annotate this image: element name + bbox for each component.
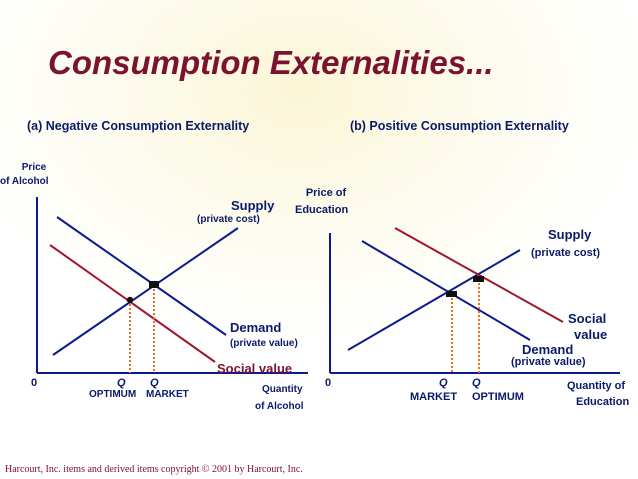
panel-b-y-axis-label-price-of: Price of xyxy=(305,187,347,199)
panel-b-graph xyxy=(329,227,620,374)
panel-a-market-point xyxy=(149,281,159,288)
panel-b-supply-line xyxy=(347,249,521,351)
panel-a-title: (a) Negative Consumption Externality xyxy=(27,119,250,133)
panel-a-graph xyxy=(36,197,308,374)
panel-a-supply-label: Supply xyxy=(231,198,275,213)
panel-a-q-optimum-label: Q xyxy=(117,377,126,389)
panel-a-q-market-label: Q xyxy=(150,377,159,389)
panel-a-y-axis-label-price: Price xyxy=(21,162,47,173)
slide-title: Consumption Externalities... xyxy=(48,44,494,81)
panel-a-x-axis-label-of-alcohol: of Alcohol xyxy=(255,401,304,412)
panel-b-origin-label: 0 xyxy=(325,377,332,389)
panel-b-demand-label: Demand xyxy=(522,342,574,357)
copyright-footer: Harcourt, Inc. items and derived items c… xyxy=(5,464,303,475)
panel-b-x-axis-label-quantity-of: Quantity of xyxy=(567,380,626,392)
panel-a-supply-sublabel: (private cost) xyxy=(197,214,260,225)
panel-b-demand-line xyxy=(361,240,531,341)
panel-b-optimum-point xyxy=(473,276,484,282)
panel-a-x-axis-label-quantity: Quantity xyxy=(262,384,303,395)
panel-a-optimum-label: OPTIMUM xyxy=(89,389,137,400)
panel-a-social-value-line xyxy=(49,244,216,363)
panel-b-supply-label: Supply xyxy=(548,227,592,242)
panel-b-supply-sublabel: (private cost) xyxy=(531,247,601,259)
panel-b-demand-sublabel: (private value) xyxy=(511,356,586,368)
panel-a-y-axis-label-of-alcohol: of Alcohol xyxy=(0,176,49,187)
panel-b-q-market-label: Q xyxy=(439,377,448,389)
panel-a-optimum-point xyxy=(126,296,134,304)
panel-a-demand-sublabel: (private value) xyxy=(230,338,298,349)
panel-b-market-label: MARKET xyxy=(410,391,458,403)
panel-a-social-value-label: Social value xyxy=(217,361,293,376)
panel-a-demand-line xyxy=(56,216,227,336)
panel-b-q-optimum-label: Q xyxy=(472,377,481,389)
panel-a-market-label: MARKET xyxy=(146,389,189,400)
panel-a-supply-line xyxy=(52,227,239,356)
panel-a-origin-label: 0 xyxy=(31,377,38,389)
panel-b-social-value-label-value: value xyxy=(574,327,608,342)
panel-b-x-axis-label-education: Education xyxy=(576,396,630,408)
panel-b-social-value-line xyxy=(394,227,564,323)
panel-b-title: (b) Positive Consumption Externality xyxy=(350,119,569,133)
panel-b-market-point xyxy=(446,291,457,297)
panel-b-optimum-label: OPTIMUM xyxy=(472,391,524,403)
panel-b-y-axis-label-education: Education xyxy=(295,204,349,216)
panel-b-social-value-label-social: Social xyxy=(568,311,607,326)
panel-a-demand-label: Demand xyxy=(230,320,282,335)
